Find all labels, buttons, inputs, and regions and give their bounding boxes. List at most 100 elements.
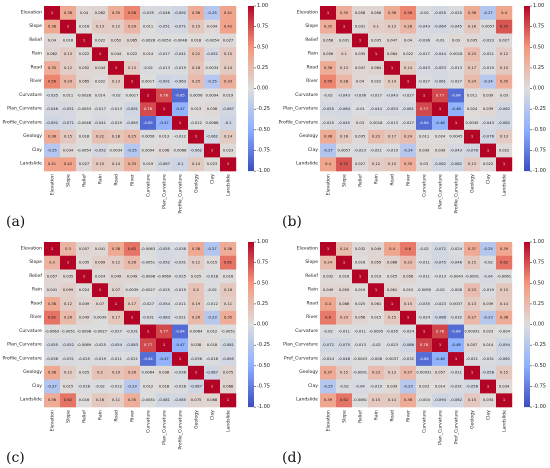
heatmap-cell [220,393,237,408]
heatmap-cell [204,33,221,48]
cell-value-label: 0.031 [355,25,366,29]
cell-value-label: 0.15 [372,398,381,402]
cell-value-label: 0.062 [95,11,106,15]
heatmap-cell [480,143,497,158]
cell-value-label: 0.034 [499,384,510,388]
heatmap-cell [496,393,513,408]
cell-value-label: 1 [51,11,53,15]
heatmap-cell [204,242,221,256]
cell-value-label: 0.047 [387,38,398,42]
heatmap-cell [432,116,449,131]
heatmap-cell [156,379,173,394]
column-label: Curvature [422,410,428,433]
heatmap-cell [156,242,173,256]
heatmap-cell [368,338,385,353]
cell-value-label: 0.039 [483,93,494,97]
cell-value-label: -0.24 [403,148,413,152]
heatmap-cell [464,255,481,270]
heatmap-cell [480,19,497,34]
cell-value-label: -0.011 [338,329,350,333]
heatmap-cell [320,88,337,103]
cell-value-label: 0.56 [48,80,57,84]
cell-value-label: 0.2 [193,288,199,292]
cell-value-label: -0.021 [126,357,138,361]
cell-value-label: -0.018 [206,274,219,278]
cell-value-label: -0.84 [419,121,429,125]
cell-value-label: -0.011 [110,357,122,361]
cell-value-label: -0.02 [483,261,493,265]
heatmap-cell [172,47,189,62]
cell-value-label: -0.043 [450,148,463,152]
cell-value-label: 1 [343,25,345,29]
cell-value-label: -0.021 [174,316,186,320]
heatmap-cell [416,19,433,34]
cell-value-label: -0.23 [483,316,493,320]
cell-value-label: -0.024 [402,329,415,333]
cell-value-label: 0.022 [79,52,90,56]
cell-value-label: -0.062 [450,398,462,402]
cell-value-label: -0.23 [403,384,413,388]
heatmap-cell [496,338,513,353]
cell-value-label: 0.3 [49,261,56,265]
heatmap-cell [124,129,141,144]
heatmap-cell [124,324,141,339]
cell-value-label: -0.25 [207,80,217,84]
heatmap-cell [108,61,125,75]
heatmap-cell [156,33,173,48]
heatmap-cell [156,297,173,311]
cell-value-label: 0.56 [128,11,137,15]
cell-value-label: 0.78 [436,329,445,333]
row-label: Relief [29,273,42,279]
cell-value-label: 0.039 [483,302,494,306]
colorbar-tick-label: 1.00 [257,239,268,245]
heatmap-cell [108,116,125,131]
heatmap-cell [480,393,497,408]
heatmap-cell [60,33,77,48]
cell-value-label: -0.0091 [353,371,367,375]
heatmap-cell [156,365,173,380]
cell-value-label: 0.22 [192,52,200,56]
heatmap-cell [172,242,189,256]
heatmap-cell [124,352,141,367]
heatmap-cell [432,283,449,298]
colorbar-tick-label: 0.00 [257,322,268,328]
heatmap-cell [368,365,385,380]
cell-value-label: 0.0045 [450,135,464,139]
cell-value-label: -0.036 [174,371,187,375]
heatmap-cell [124,157,141,172]
heatmap-cell [92,242,109,256]
heatmap-cell [480,365,497,380]
cell-value-label: 0.41 [224,11,232,15]
cell-value-label: 0.23 [404,261,413,265]
heatmap-cell [496,310,513,325]
cell-value-label: -0.054 [158,302,171,306]
heatmap-cell [384,352,401,367]
heatmap-cell [336,47,353,62]
cell-value-label: 0.068 [207,398,218,402]
heatmap-cell [448,6,465,20]
row-label: Elevation [297,9,318,15]
heatmap-cell [204,338,221,353]
heatmap-cell [172,116,189,131]
heatmap-cell [464,102,481,117]
heatmap-cell [320,379,337,394]
cell-value-label: 0.62 [128,247,136,251]
cell-value-label: -0.031 [450,384,462,388]
heatmap-cell [108,352,125,367]
column-label: Relief [358,174,364,187]
row-label: River [30,78,42,84]
heatmap-cell [124,47,141,62]
heatmap-cell [76,129,93,144]
cell-value-label: 0.039 [387,384,398,388]
heatmap-cell [336,74,353,89]
heatmap-cell [204,324,221,339]
heatmap-cell [204,379,221,394]
heatmap-cell [416,102,433,117]
cell-value-label: 0.057 [47,274,58,278]
column-label: River [406,174,412,186]
cell-value-label: 0.36 [224,247,233,251]
cell-value-label: 1 [503,398,505,402]
cell-value-label: 0.13 [128,66,137,70]
heatmap-cell [336,255,353,270]
cell-value-label: 0.099 [95,261,106,265]
